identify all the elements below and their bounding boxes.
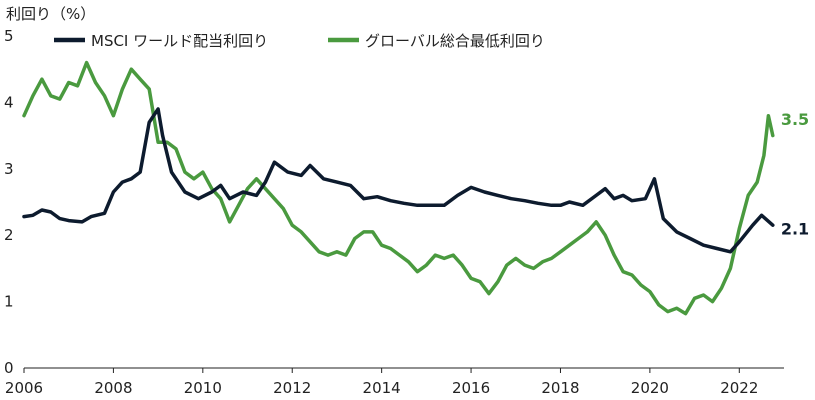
x-tick-label: 2012 — [273, 379, 311, 397]
y-tick-label: 1 — [4, 293, 14, 311]
x-tick-label: 2018 — [541, 379, 579, 397]
y-tick-label: 3 — [4, 160, 14, 178]
legend-label-series-1: MSCI ワールド配当利回り — [91, 32, 268, 50]
legend-label-series-2: グローバル総合最低利回り — [365, 32, 545, 50]
legend: MSCI ワールド配当利回り グローバル総合最低利回り — [54, 32, 545, 50]
y-tick-label: 5 — [4, 27, 14, 45]
series-lines — [22, 60, 775, 316]
y-tick-label: 2 — [4, 226, 14, 244]
x-tick-label: 2008 — [94, 379, 132, 397]
series-line-2 — [22, 60, 775, 316]
end-labels: 3.5 2.1 — [781, 110, 809, 239]
x-tick-label: 2016 — [452, 379, 490, 397]
x-tick-label: 2006 — [5, 379, 43, 397]
x-tick-label: 2014 — [363, 379, 401, 397]
x-tick-label: 2022 — [720, 379, 758, 397]
end-label-series-1: 2.1 — [781, 220, 809, 239]
x-tick-label: 2020 — [631, 379, 669, 397]
y-tick-label: 4 — [4, 93, 14, 111]
y-axis-label: 利回り（%） — [6, 5, 95, 23]
x-tick-label: 2010 — [184, 379, 222, 397]
y-axis-ticks: 0 1 2 3 4 5 — [4, 27, 14, 377]
x-axis-ticks: 2006 2008 2010 2012 2014 2016 2018 2020 2022 — [5, 368, 758, 397]
y-tick-label: 0 — [4, 359, 14, 377]
series-line-1 — [22, 107, 775, 254]
end-label-series-2: 3.5 — [781, 110, 809, 129]
